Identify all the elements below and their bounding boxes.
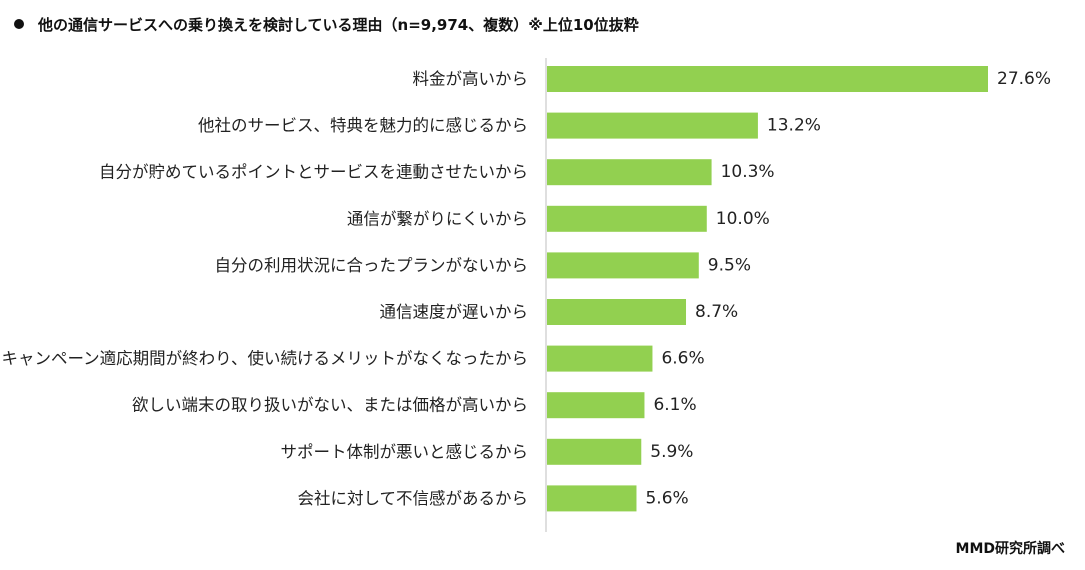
value-label: 6.6% — [661, 349, 704, 369]
value-label: 5.9% — [650, 442, 693, 462]
value-label: 10.3% — [721, 162, 775, 182]
bar — [547, 438, 642, 465]
category-label: 通信速度が遅いから — [380, 303, 529, 322]
category-label: 欲しい端末の取り扱いがない、または価格が高いから — [132, 396, 528, 415]
bar — [547, 392, 645, 419]
bar — [547, 299, 687, 325]
bar — [547, 205, 707, 232]
bar — [547, 252, 699, 279]
bullet-icon — [14, 19, 24, 29]
category-label: 料金が高いから — [413, 70, 529, 89]
bar — [547, 345, 653, 372]
source-note: MMD研究所調べ — [955, 541, 1065, 557]
value-label: 8.7% — [695, 302, 738, 322]
bar — [547, 66, 988, 92]
category-label: キャンペーン適応期間が終わり、使い続けるメリットがなくなったから — [1, 349, 528, 368]
value-label: 10.0% — [716, 209, 770, 229]
value-label: 6.1% — [653, 395, 696, 415]
chart-title-row: 他の通信サービスへの乗り換えを検討している理由（n=9,974、複数）※上位10… — [14, 10, 639, 38]
category-label: 自分が貯めているポイントとサービスを連動させたいから — [99, 163, 528, 182]
value-label: 13.2% — [767, 116, 821, 136]
category-label: 他社のサービス、特典を魅力的に感じるから — [198, 116, 528, 135]
category-label: サポート体制が悪いと感じるから — [281, 442, 529, 461]
bar — [547, 485, 637, 512]
bar — [547, 159, 712, 186]
value-label: 27.6% — [997, 69, 1051, 89]
value-label: 5.6% — [645, 488, 688, 508]
category-label: 会社に対して不信感があるから — [297, 489, 528, 508]
value-label: 9.5% — [708, 255, 751, 275]
chart-title: 他の通信サービスへの乗り換えを検討している理由（n=9,974、複数）※上位10… — [38, 15, 639, 34]
category-label: 通信が繋がりにくいから — [347, 209, 528, 228]
bar — [547, 112, 758, 139]
category-label: 自分の利用状況に合ったプランがないから — [215, 256, 529, 275]
